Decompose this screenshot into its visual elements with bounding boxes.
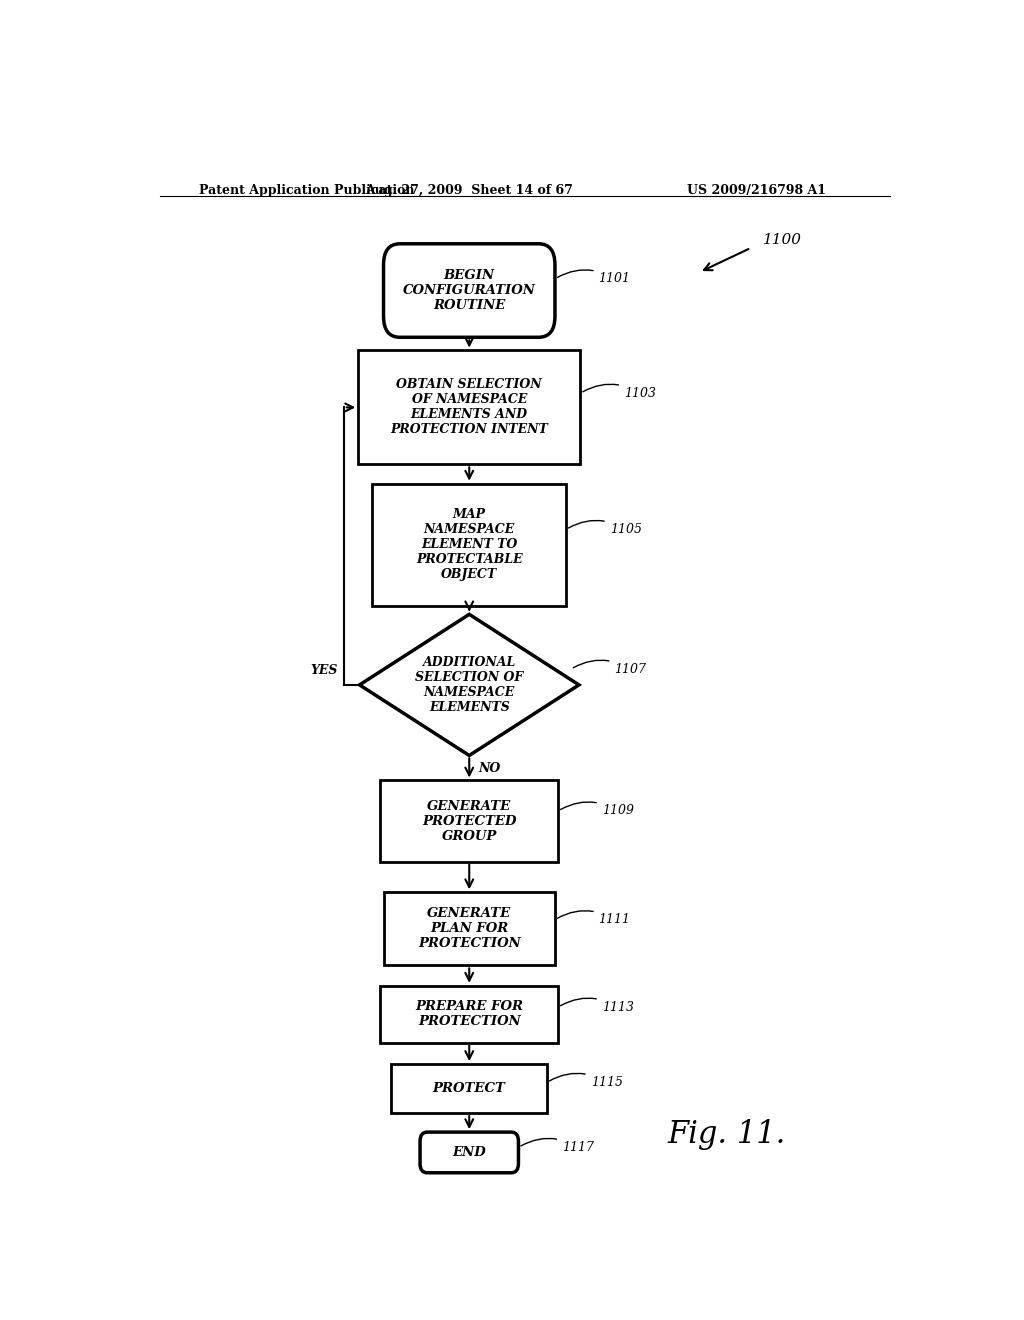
Text: Fig. 11.: Fig. 11.: [668, 1118, 786, 1150]
Text: ADDITIONAL
SELECTION OF
NAMESPACE
ELEMENTS: ADDITIONAL SELECTION OF NAMESPACE ELEMEN…: [415, 656, 523, 714]
Text: PREPARE FOR
PROTECTION: PREPARE FOR PROTECTION: [416, 1001, 523, 1028]
Text: MAP
NAMESPACE
ELEMENT TO
PROTECTABLE
OBJECT: MAP NAMESPACE ELEMENT TO PROTECTABLE OBJ…: [416, 508, 522, 581]
Text: Aug. 27, 2009  Sheet 14 of 67: Aug. 27, 2009 Sheet 14 of 67: [366, 183, 573, 197]
Bar: [358, 351, 581, 465]
Text: YES: YES: [310, 664, 338, 677]
Bar: [380, 986, 558, 1043]
Text: 1115: 1115: [550, 1073, 623, 1089]
Text: 1109: 1109: [560, 803, 634, 817]
Text: 1107: 1107: [573, 660, 646, 676]
Text: US 2009/216798 A1: US 2009/216798 A1: [687, 183, 826, 197]
Text: 1105: 1105: [568, 520, 642, 536]
Text: Patent Application Publication: Patent Application Publication: [200, 183, 415, 197]
Bar: [384, 892, 555, 965]
Text: 1111: 1111: [557, 911, 631, 927]
Bar: [391, 1064, 547, 1113]
Text: GENERATE
PLAN FOR
PROTECTION: GENERATE PLAN FOR PROTECTION: [418, 907, 520, 950]
FancyBboxPatch shape: [384, 244, 555, 338]
Text: OBTAIN SELECTION
OF NAMESPACE
ELEMENTS AND
PROTECTION INTENT: OBTAIN SELECTION OF NAMESPACE ELEMENTS A…: [390, 379, 548, 437]
Bar: [380, 780, 558, 862]
Text: 1101: 1101: [557, 269, 631, 285]
Text: PROTECT: PROTECT: [433, 1082, 506, 1094]
Text: 1117: 1117: [521, 1138, 594, 1154]
Bar: [373, 483, 566, 606]
Text: 1113: 1113: [560, 998, 634, 1014]
Text: 1100: 1100: [763, 232, 802, 247]
Polygon shape: [359, 614, 579, 755]
Text: 1103: 1103: [583, 384, 656, 400]
FancyBboxPatch shape: [420, 1133, 518, 1172]
Text: END: END: [453, 1146, 486, 1159]
Text: BEGIN
CONFIGURATION
ROUTINE: BEGIN CONFIGURATION ROUTINE: [402, 269, 536, 312]
Text: GENERATE
PROTECTED
GROUP: GENERATE PROTECTED GROUP: [422, 800, 516, 842]
Text: NO: NO: [479, 762, 501, 775]
